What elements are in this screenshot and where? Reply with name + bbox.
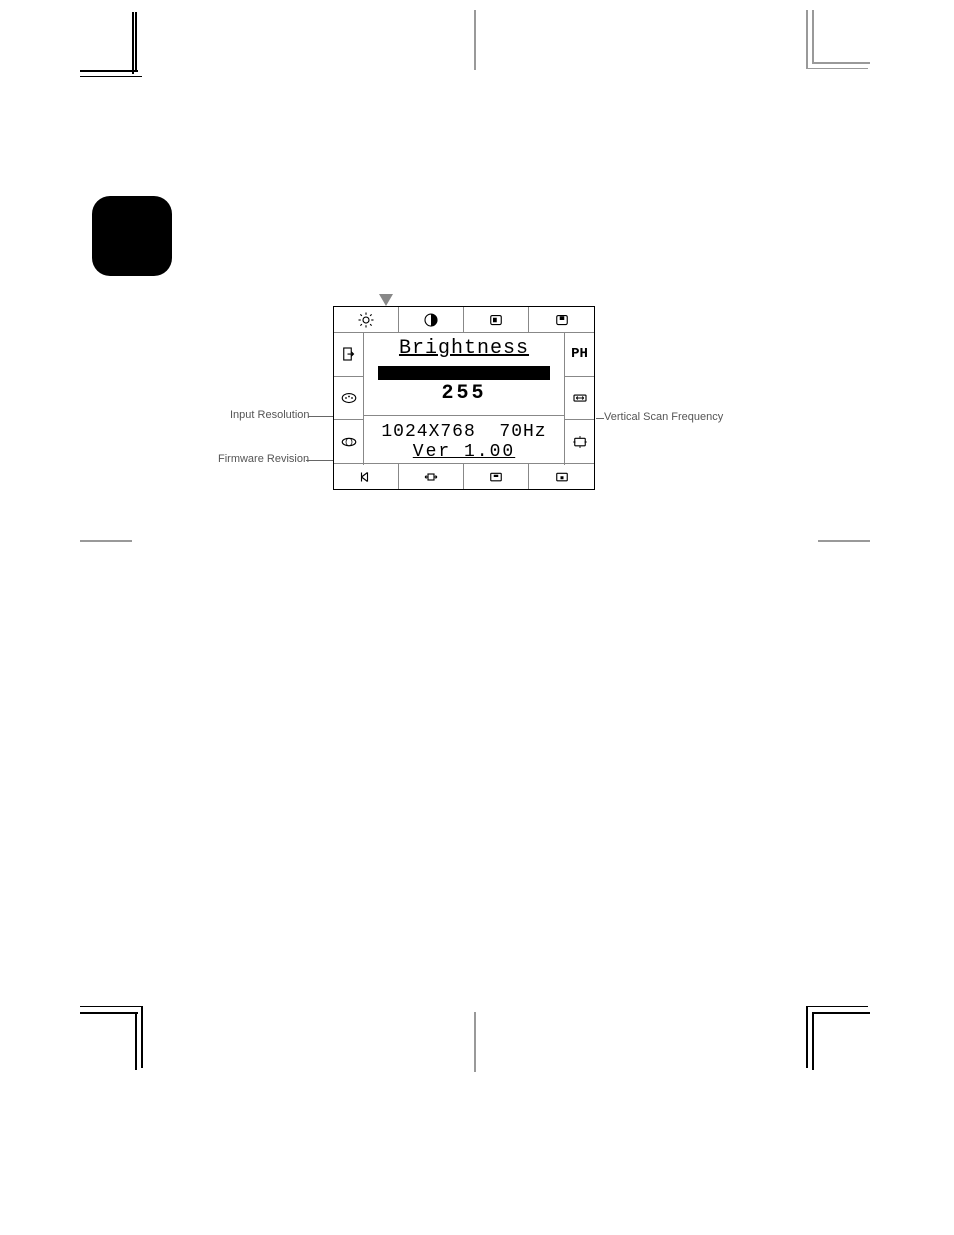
crop-mark [474,10,476,70]
osd-title: Brightness [364,333,564,360]
osd-right-column: PH [564,333,594,465]
callout-line [596,418,604,419]
crop-mark [80,1006,142,1007]
recall-icon[interactable] [334,464,399,489]
h-position-icon[interactable] [464,307,529,332]
h-size-icon[interactable] [565,377,594,421]
section-marker-square [92,196,172,276]
crop-mark [812,10,814,62]
crop-mark [141,1006,143,1068]
osd-version: Ver 1.00 [364,442,564,462]
crop-mark [812,62,870,64]
osd-panel: PH Brightness 255 1024X768 70Hz Ver 1.00 [333,306,595,490]
osd-menu: PH Brightness 255 1024X768 70Hz Ver 1.00 [333,306,595,490]
crop-mark [80,1012,138,1014]
osd-value-bar [378,366,550,380]
osd-center: Brightness 255 1024X768 70Hz Ver 1.00 [364,333,564,465]
crop-mark [806,10,808,68]
crop-mark [474,1012,476,1072]
color-icon[interactable] [334,377,363,421]
callout-vertical-scan-frequency: Vertical Scan Frequency [604,411,723,423]
pointer-triangle-icon [379,294,393,306]
ph-label: PH [565,333,594,377]
crop-mark [80,76,142,77]
auto-icon[interactable] [565,420,594,464]
crop-mark [80,70,138,72]
osd-top-row [334,307,594,333]
osd-value: 255 [364,382,564,405]
osd-frequency: 70Hz [499,422,546,442]
h-phase-icon[interactable] [399,464,464,489]
osd-resolution-line: 1024X768 70Hz [364,415,564,442]
callout-input-resolution: Input Resolution [230,409,310,421]
crop-mark [812,1012,870,1014]
osd-left-column [334,333,364,465]
crop-mark [135,12,137,70]
crop-mark [806,1006,868,1007]
callout-line [308,416,333,417]
v-position-icon[interactable] [529,307,594,332]
ph-text: PH [571,346,588,362]
language-icon[interactable] [334,420,363,464]
exit-icon[interactable] [334,333,363,377]
callout-firmware-revision: Firmware Revision [218,453,309,465]
osd-bottom-row [334,463,594,489]
crop-mark [80,540,132,542]
crop-mark [806,1006,808,1068]
crop-mark [812,1012,814,1070]
osd-resolution: 1024X768 [381,422,475,442]
contrast-icon[interactable] [399,307,464,332]
crop-mark [135,1012,137,1070]
crop-mark [132,12,134,74]
crop-mark [806,68,868,69]
crop-mark [818,540,870,542]
osd-value-bar-fill [379,367,549,379]
brightness-icon[interactable] [334,307,399,332]
osd-h-icon[interactable] [464,464,529,489]
osd-v-icon[interactable] [529,464,594,489]
